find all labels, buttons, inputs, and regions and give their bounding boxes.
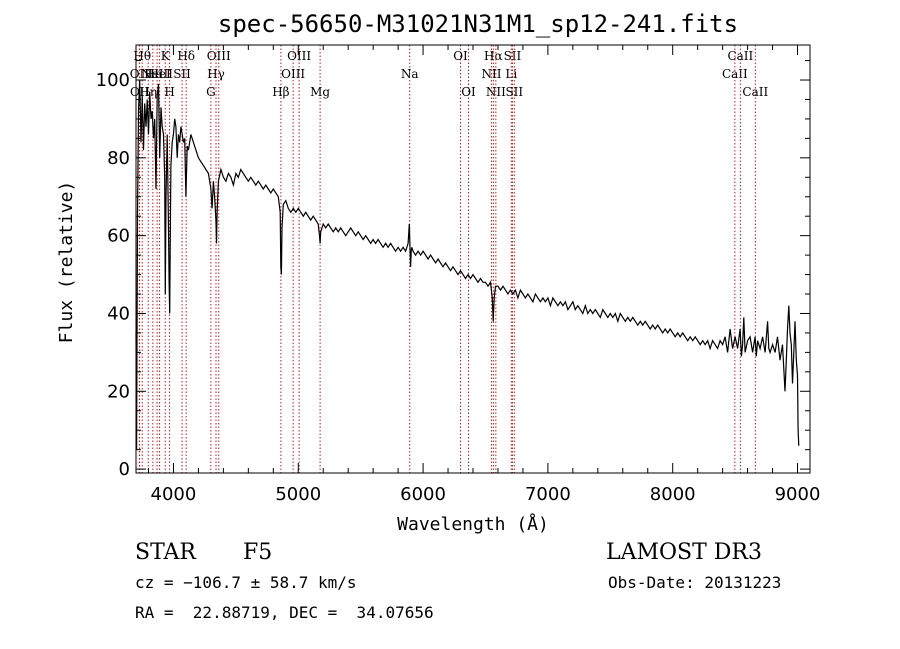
- line-label: HeI: [148, 67, 171, 81]
- y-axis-label: Flux (relative): [56, 181, 77, 344]
- x-tick-label: 4000: [151, 484, 197, 505]
- spectrum-series: [135, 79, 800, 450]
- y-tick-label: 20: [107, 381, 130, 402]
- object-subclass: F5: [243, 540, 273, 565]
- line-label: SII: [504, 49, 522, 63]
- line-label: H: [164, 85, 174, 99]
- y-tick-label: 60: [107, 226, 130, 247]
- line-label: K: [161, 49, 171, 63]
- emission-lines: OIIOIIHθHηHεNeIIIHeIKHSIIHδGHγOIIIHβOIII…: [130, 45, 768, 473]
- redshift-text: cz = −106.7 ± 58.7 km/s: [135, 573, 357, 592]
- line-label: CaII: [722, 67, 748, 81]
- x-tick-label: 9000: [775, 484, 821, 505]
- line-label: OI: [461, 85, 476, 99]
- x-axis-label: Wavelength (Å): [397, 513, 549, 535]
- line-label: OIII: [207, 49, 231, 63]
- y-tick-label: 0: [119, 459, 130, 480]
- line-label: Hδ: [177, 49, 195, 63]
- line-label: Mg: [310, 85, 330, 99]
- x-tick-label: 6000: [400, 484, 446, 505]
- y-tick-label: 40: [107, 303, 130, 324]
- y-tick-label: 80: [107, 148, 130, 169]
- survey-name: LAMOST DR3: [606, 540, 762, 565]
- line-label: CaII: [727, 49, 753, 63]
- line-label: Hα: [484, 49, 503, 63]
- plot-frame: [135, 44, 811, 474]
- line-label: NII: [486, 85, 506, 99]
- chart-title: spec-56650-M31021N31M1_sp12-241.fits: [218, 10, 738, 38]
- x-tick-label: 8000: [650, 484, 696, 505]
- line-label: Na: [401, 67, 419, 81]
- line-label: OIII: [281, 67, 305, 81]
- object-class: STAR: [135, 540, 196, 565]
- obs-date: Obs-Date: 20131223: [608, 573, 782, 592]
- line-label: Hθ: [133, 49, 151, 63]
- line-label: Hβ: [272, 85, 289, 99]
- y-tick-label: 100: [96, 70, 130, 91]
- line-label: NII: [481, 67, 501, 81]
- spectrum-line: [135, 79, 800, 450]
- line-label: CaII: [742, 85, 768, 99]
- line-label: SII: [505, 85, 523, 99]
- line-label: SII: [173, 67, 191, 81]
- line-label: Hγ: [207, 67, 225, 81]
- coordinates: RA = 22.88719, DEC = 34.07656: [135, 603, 434, 622]
- axis-ticks: 4000 5000 6000 7000 8000 9000 0 20 40 60 80 100: [96, 45, 821, 505]
- x-tick-label: 7000: [525, 484, 571, 505]
- line-label: Li: [505, 67, 517, 81]
- line-label: OIII: [287, 49, 311, 63]
- x-tick-label: 5000: [275, 484, 321, 505]
- line-label: OI: [453, 49, 468, 63]
- line-label: G: [206, 85, 216, 99]
